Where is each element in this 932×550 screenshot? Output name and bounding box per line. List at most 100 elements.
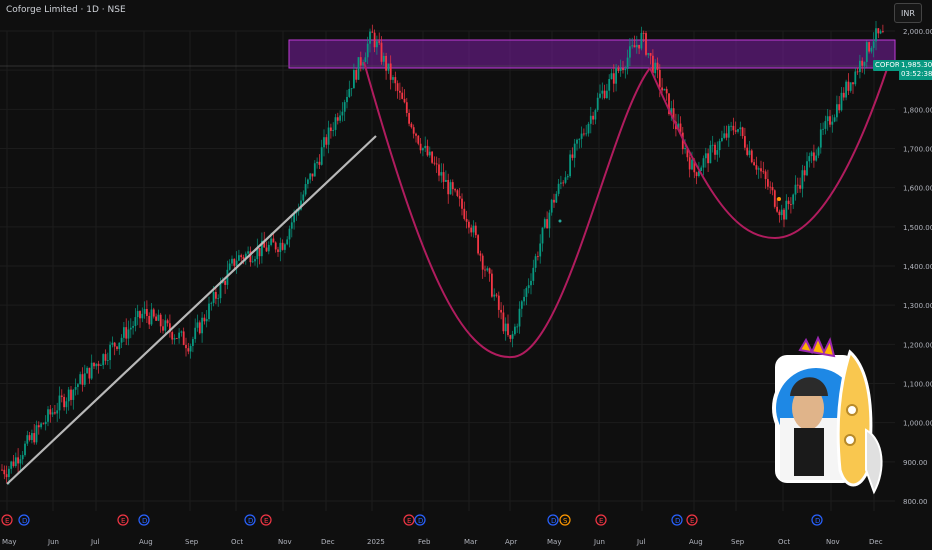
candle-body [155,316,157,321]
candle-body [136,311,139,318]
candle-body [274,242,277,250]
event-marker-label: E [264,517,268,525]
candle-body [757,168,760,170]
event-marker[interactable] [547,514,559,526]
candle-body [410,123,413,128]
candle-body [233,258,236,266]
event-marker[interactable] [1,514,13,526]
event-marker[interactable] [244,514,256,526]
candle-body [8,468,10,478]
candle-body [470,227,473,233]
cup-curve-1 [363,61,651,359]
candle-body [865,42,868,62]
candle-body [132,326,134,328]
event-marker[interactable] [138,514,150,526]
candle-body [796,184,799,186]
candle-body [619,68,622,71]
candle-body [479,253,482,256]
candle-body [159,314,162,327]
candle-body [518,308,521,327]
candle-body [525,288,528,297]
event-marker[interactable] [811,514,823,526]
candle-body [589,115,592,124]
candle-body [304,184,307,195]
candle-body [150,309,153,325]
candle-body [203,317,206,322]
event-marker[interactable] [414,514,426,526]
y-tick-label: 800.00 [903,498,928,506]
event-marker[interactable] [260,514,272,526]
event-marker-label: D [675,517,680,525]
candle-body [516,326,519,328]
candle-body [332,129,335,131]
candle-body [599,93,601,98]
candle-body [178,332,180,339]
event-marker[interactable] [559,514,571,526]
candle-body [355,70,358,80]
candle-body [762,171,765,173]
candle-body [440,172,443,176]
candle-body [371,31,374,33]
candle-body [829,116,831,125]
mascot-sticker [772,335,883,495]
event-marker[interactable] [18,514,30,526]
candle-body [403,98,406,103]
candle-body [442,172,445,182]
candle-body [537,256,539,258]
candle-body [548,212,551,229]
candle-body [330,127,332,131]
candle-body [182,331,185,345]
event-marker-label: E [407,517,411,525]
bar-countdown: 03:52:38 [901,70,932,78]
candle-body [19,459,22,464]
event-marker[interactable] [686,514,698,526]
candle-body [431,151,433,163]
currency-button[interactable]: INR [894,3,922,23]
candle-body [353,70,355,89]
candle-body [438,164,440,176]
candle-body [28,435,31,440]
candle-body [238,255,240,261]
candle-body [617,67,620,71]
candle-body [394,77,397,84]
candle-body [734,130,737,132]
candle-body [387,63,390,71]
candle-body [612,73,615,84]
candle-body [17,457,19,464]
candle-body [93,362,95,367]
event-marker[interactable] [671,514,683,526]
candle-body [210,302,213,304]
candle-body [654,62,657,74]
candle-body [560,182,562,184]
candle-body [318,161,321,165]
event-marker[interactable] [403,514,415,526]
candle-body [709,145,712,164]
event-marker[interactable] [117,514,129,526]
candle-body [727,125,730,138]
candle-body [631,45,634,47]
cup-curve-2 [649,65,889,240]
candle-body [152,309,155,317]
candle-body [642,32,645,34]
event-marker-label: D [418,517,423,525]
candle-body [553,199,555,203]
candle-body [399,90,401,93]
candle-body [86,367,88,374]
candle-body [504,323,507,332]
candle-body [677,123,680,130]
candle-body [787,200,790,205]
candle-body [297,209,300,212]
candle-body [725,133,728,138]
candle-body [495,294,498,296]
candle-body [776,206,778,212]
candle-body [822,128,824,130]
event-marker[interactable] [595,514,607,526]
candle-body [838,104,841,111]
candle-body [750,150,753,163]
candle-body [408,112,410,124]
candle-body [849,82,852,91]
candle-body [679,123,682,133]
candle-body [265,247,268,252]
candle-body [348,88,351,97]
